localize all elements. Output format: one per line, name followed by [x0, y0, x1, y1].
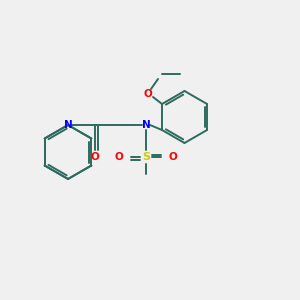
Text: O: O [169, 152, 177, 162]
Text: O: O [91, 152, 99, 162]
Text: O: O [115, 152, 123, 162]
Text: N: N [142, 120, 150, 130]
Text: N: N [64, 120, 72, 130]
Text: O: O [144, 89, 152, 99]
Text: S: S [142, 152, 150, 162]
